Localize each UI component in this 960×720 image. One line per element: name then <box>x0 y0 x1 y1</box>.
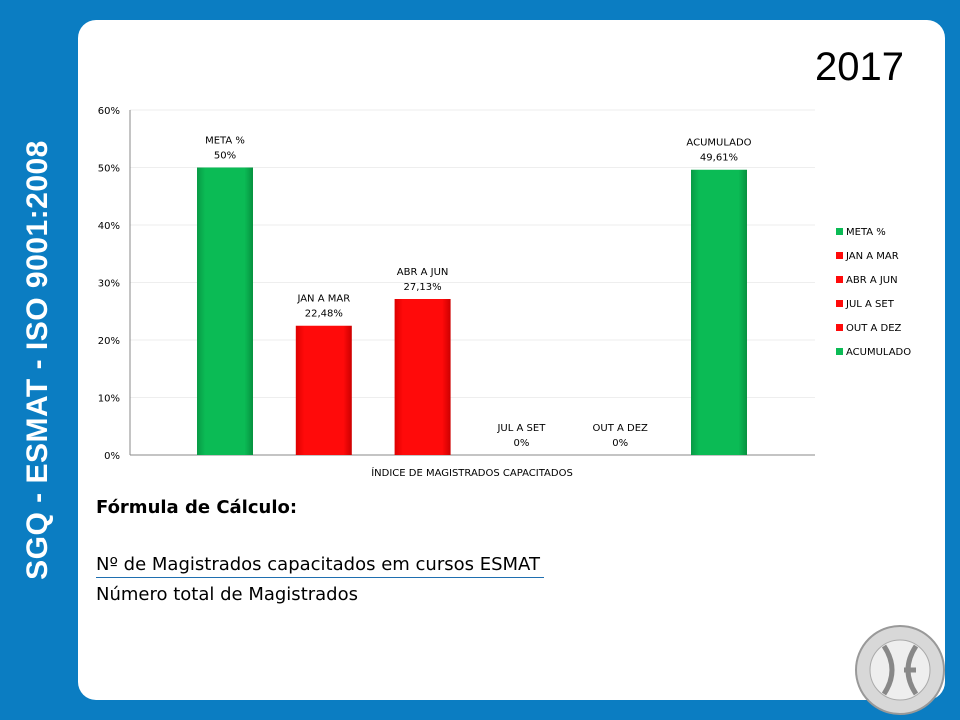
legend-swatch <box>836 348 843 355</box>
bar <box>691 169 747 455</box>
legend-label: META % <box>846 227 886 238</box>
y-tick-label: 10% <box>98 394 120 405</box>
formula-denominator: Número total de Magistrados <box>96 584 358 605</box>
y-tick-label: 60% <box>98 106 120 117</box>
legend-swatch <box>836 276 843 283</box>
legend-swatch <box>836 228 843 235</box>
data-label-name: OUT A DEZ <box>593 423 649 434</box>
y-tick-label: 0% <box>104 451 120 462</box>
legend-label: JAN A MAR <box>845 251 899 262</box>
legend-swatch <box>836 324 843 331</box>
data-label-value: 0% <box>612 438 628 449</box>
year-label: 2017 <box>815 45 904 89</box>
legend-label: JUL A SET <box>845 299 895 310</box>
data-label-value: 0% <box>513 438 529 449</box>
data-label-name: ACUMULADO <box>686 138 751 149</box>
data-label-value: 50% <box>214 151 236 162</box>
y-tick-label: 30% <box>98 279 120 290</box>
data-label-name: META % <box>205 136 245 147</box>
bar <box>197 167 253 455</box>
legend-label: ABR A JUN <box>846 275 898 286</box>
legend-swatch <box>836 300 843 307</box>
data-label-value: 49,61% <box>700 153 738 164</box>
data-label-name: ABR A JUN <box>397 267 449 278</box>
formula-numerator: Nº de Magistrados capacitados em cursos … <box>96 554 544 578</box>
y-tick-label: 40% <box>98 221 120 232</box>
legend-label: ACUMULADO <box>846 347 911 358</box>
data-label-name: JAN A MAR <box>296 294 350 305</box>
data-label-name: JUL A SET <box>496 423 546 434</box>
bar <box>394 299 451 455</box>
y-tick-label: 20% <box>98 336 120 347</box>
formula-title: Fórmula de Cálculo: <box>96 497 298 518</box>
data-label-value: 22,48% <box>305 309 343 320</box>
legend-swatch <box>836 252 843 259</box>
legend-label: OUT A DEZ <box>846 323 902 334</box>
data-label-value: 27,13% <box>404 282 442 293</box>
y-tick-label: 50% <box>98 164 120 175</box>
esmat-seal-logo <box>855 625 945 715</box>
bar <box>295 325 352 455</box>
x-axis-label: ÍNDICE DE MAGISTRADOS CAPACITADOS <box>371 466 573 479</box>
